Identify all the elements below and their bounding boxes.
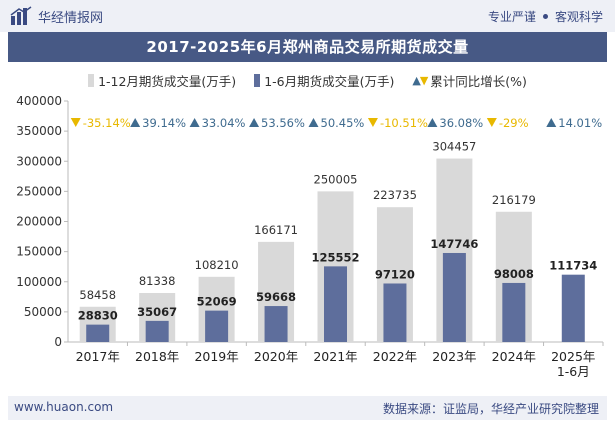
- footer-source: 数据来源：证监局，华经产业研究院整理: [382, 402, 599, 416]
- x-tick-label: 1-6月: [557, 364, 590, 379]
- growth-up-marker: [546, 118, 557, 127]
- growth-up-marker: [189, 118, 200, 127]
- legend-item-growth: ▲ ▼ 累计同比增长(%): [412, 71, 527, 90]
- growth-down-marker: [486, 118, 497, 127]
- x-tick-label: 2022年: [373, 349, 417, 364]
- brand[interactable]: 华经情报网: [10, 6, 103, 26]
- growth-down-marker: [367, 118, 378, 127]
- x-tick-label: 2018年: [135, 349, 179, 364]
- full-year-value-label: 304457: [432, 140, 476, 154]
- half-year-value-label: 28830: [78, 309, 118, 323]
- half-year-bar: [205, 310, 229, 342]
- full-year-value-label: 223735: [373, 188, 417, 202]
- half-year-value-label: 97120: [375, 267, 415, 281]
- full-year-value-label: 250005: [314, 172, 358, 186]
- growth-label: -10.51%: [380, 116, 428, 130]
- growth-up-marker: [427, 118, 438, 127]
- growth-up-marker: [249, 118, 260, 127]
- y-tick-label: 200000: [16, 215, 62, 229]
- triangle-down-icon: ▼: [419, 74, 429, 87]
- half-year-value-label: 35067: [137, 305, 177, 319]
- triangle-up-icon: ▲: [412, 74, 421, 87]
- growth-up-marker: [130, 118, 141, 127]
- bar-chart: 0 50000 100000 150000 200000 250000 300000 3500…: [16, 94, 604, 379]
- slogan-2: 客观科学: [554, 10, 603, 24]
- x-tick-label: 2024年: [492, 349, 536, 364]
- footer: www.huaon.com 数据来源：证监局，华经产业研究院整理: [8, 396, 607, 420]
- x-tick-label: 2020年: [254, 349, 298, 364]
- growth-up-marker: [308, 118, 319, 127]
- growth-label: 36.08%: [439, 116, 483, 130]
- legend-label-growth: 累计同比增长(%): [430, 74, 527, 89]
- half-year-bar: [561, 274, 585, 342]
- legend-swatch-full-year: [88, 74, 95, 87]
- half-year-bar: [383, 283, 407, 342]
- slogan-1: 专业严谨: [487, 10, 536, 24]
- half-year-bar: [502, 282, 526, 342]
- half-year-value-label: 111734: [549, 259, 597, 273]
- y-tick-label: 100000: [16, 275, 62, 289]
- full-year-value-label: 58458: [79, 288, 116, 302]
- legend-item-full-year: 1-12月期货成交量(万手): [88, 71, 236, 90]
- separator-dot-icon: [542, 14, 548, 19]
- x-tick-label: 2023年: [432, 349, 476, 364]
- legend-swatch-half-year: [254, 74, 261, 87]
- y-tick-label: 250000: [16, 184, 62, 198]
- legend-label-half-year: 1-6月期货成交量(万手): [264, 74, 395, 89]
- y-tick-label: 50000: [24, 305, 62, 319]
- half-year-value-label: 59668: [256, 290, 296, 304]
- footer-website[interactable]: www.huaon.com: [14, 400, 114, 414]
- legend-label-full-year: 1-12月期货成交量(万手): [98, 74, 237, 89]
- half-year-bar: [442, 252, 466, 342]
- y-tick-label: 0: [54, 335, 62, 349]
- half-year-bar: [145, 320, 169, 342]
- x-tick-label: 2021年: [313, 349, 357, 364]
- x-tick-label: 2019年: [194, 349, 238, 364]
- top-bar: 华经情报网 专业严谨 客观科学: [0, 0, 615, 32]
- y-tick-label: 350000: [16, 124, 62, 138]
- brand-logo-icon: [10, 6, 32, 25]
- half-year-bar: [86, 324, 110, 342]
- growth-label: 14.01%: [558, 116, 602, 130]
- growth-label: 50.45%: [321, 116, 365, 130]
- x-tick-label: 2025年: [551, 349, 595, 364]
- half-year-bar: [324, 266, 347, 342]
- growth-label: 33.04%: [202, 116, 246, 130]
- half-year-value-label: 125552: [311, 250, 359, 264]
- y-tick-label: 150000: [16, 245, 62, 259]
- full-year-value-label: 81338: [139, 274, 176, 288]
- brand-name: 华经情报网: [38, 10, 104, 26]
- y-tick-label: 300000: [16, 154, 62, 168]
- full-year-value-label: 216179: [492, 193, 536, 207]
- growth-label: -29%: [499, 116, 529, 130]
- growth-down-marker: [70, 118, 81, 127]
- half-year-value-label: 52069: [197, 295, 237, 309]
- legend-item-half-year: 1-6月期货成交量(万手): [254, 71, 394, 90]
- full-year-value-label: 166171: [254, 223, 298, 237]
- y-tick-label: 400000: [16, 94, 62, 108]
- half-year-value-label: 98008: [494, 267, 534, 281]
- growth-label: 53.56%: [261, 116, 305, 130]
- legend: 1-12月期货成交量(万手) 1-6月期货成交量(万手) ▲ ▼ 累计同比增长(…: [0, 71, 615, 90]
- x-tick-label: 2017年: [76, 349, 120, 364]
- half-year-bar: [264, 306, 288, 342]
- growth-label: -35.14%: [83, 116, 131, 130]
- full-year-value-label: 108210: [195, 258, 239, 272]
- top-right-slogans: 专业严谨 客观科学: [488, 8, 603, 25]
- chart-title: 2017-2025年6月郑州商品交易所期货成交量: [8, 32, 607, 62]
- growth-label: 39.14%: [142, 116, 186, 130]
- half-year-value-label: 147746: [430, 237, 478, 251]
